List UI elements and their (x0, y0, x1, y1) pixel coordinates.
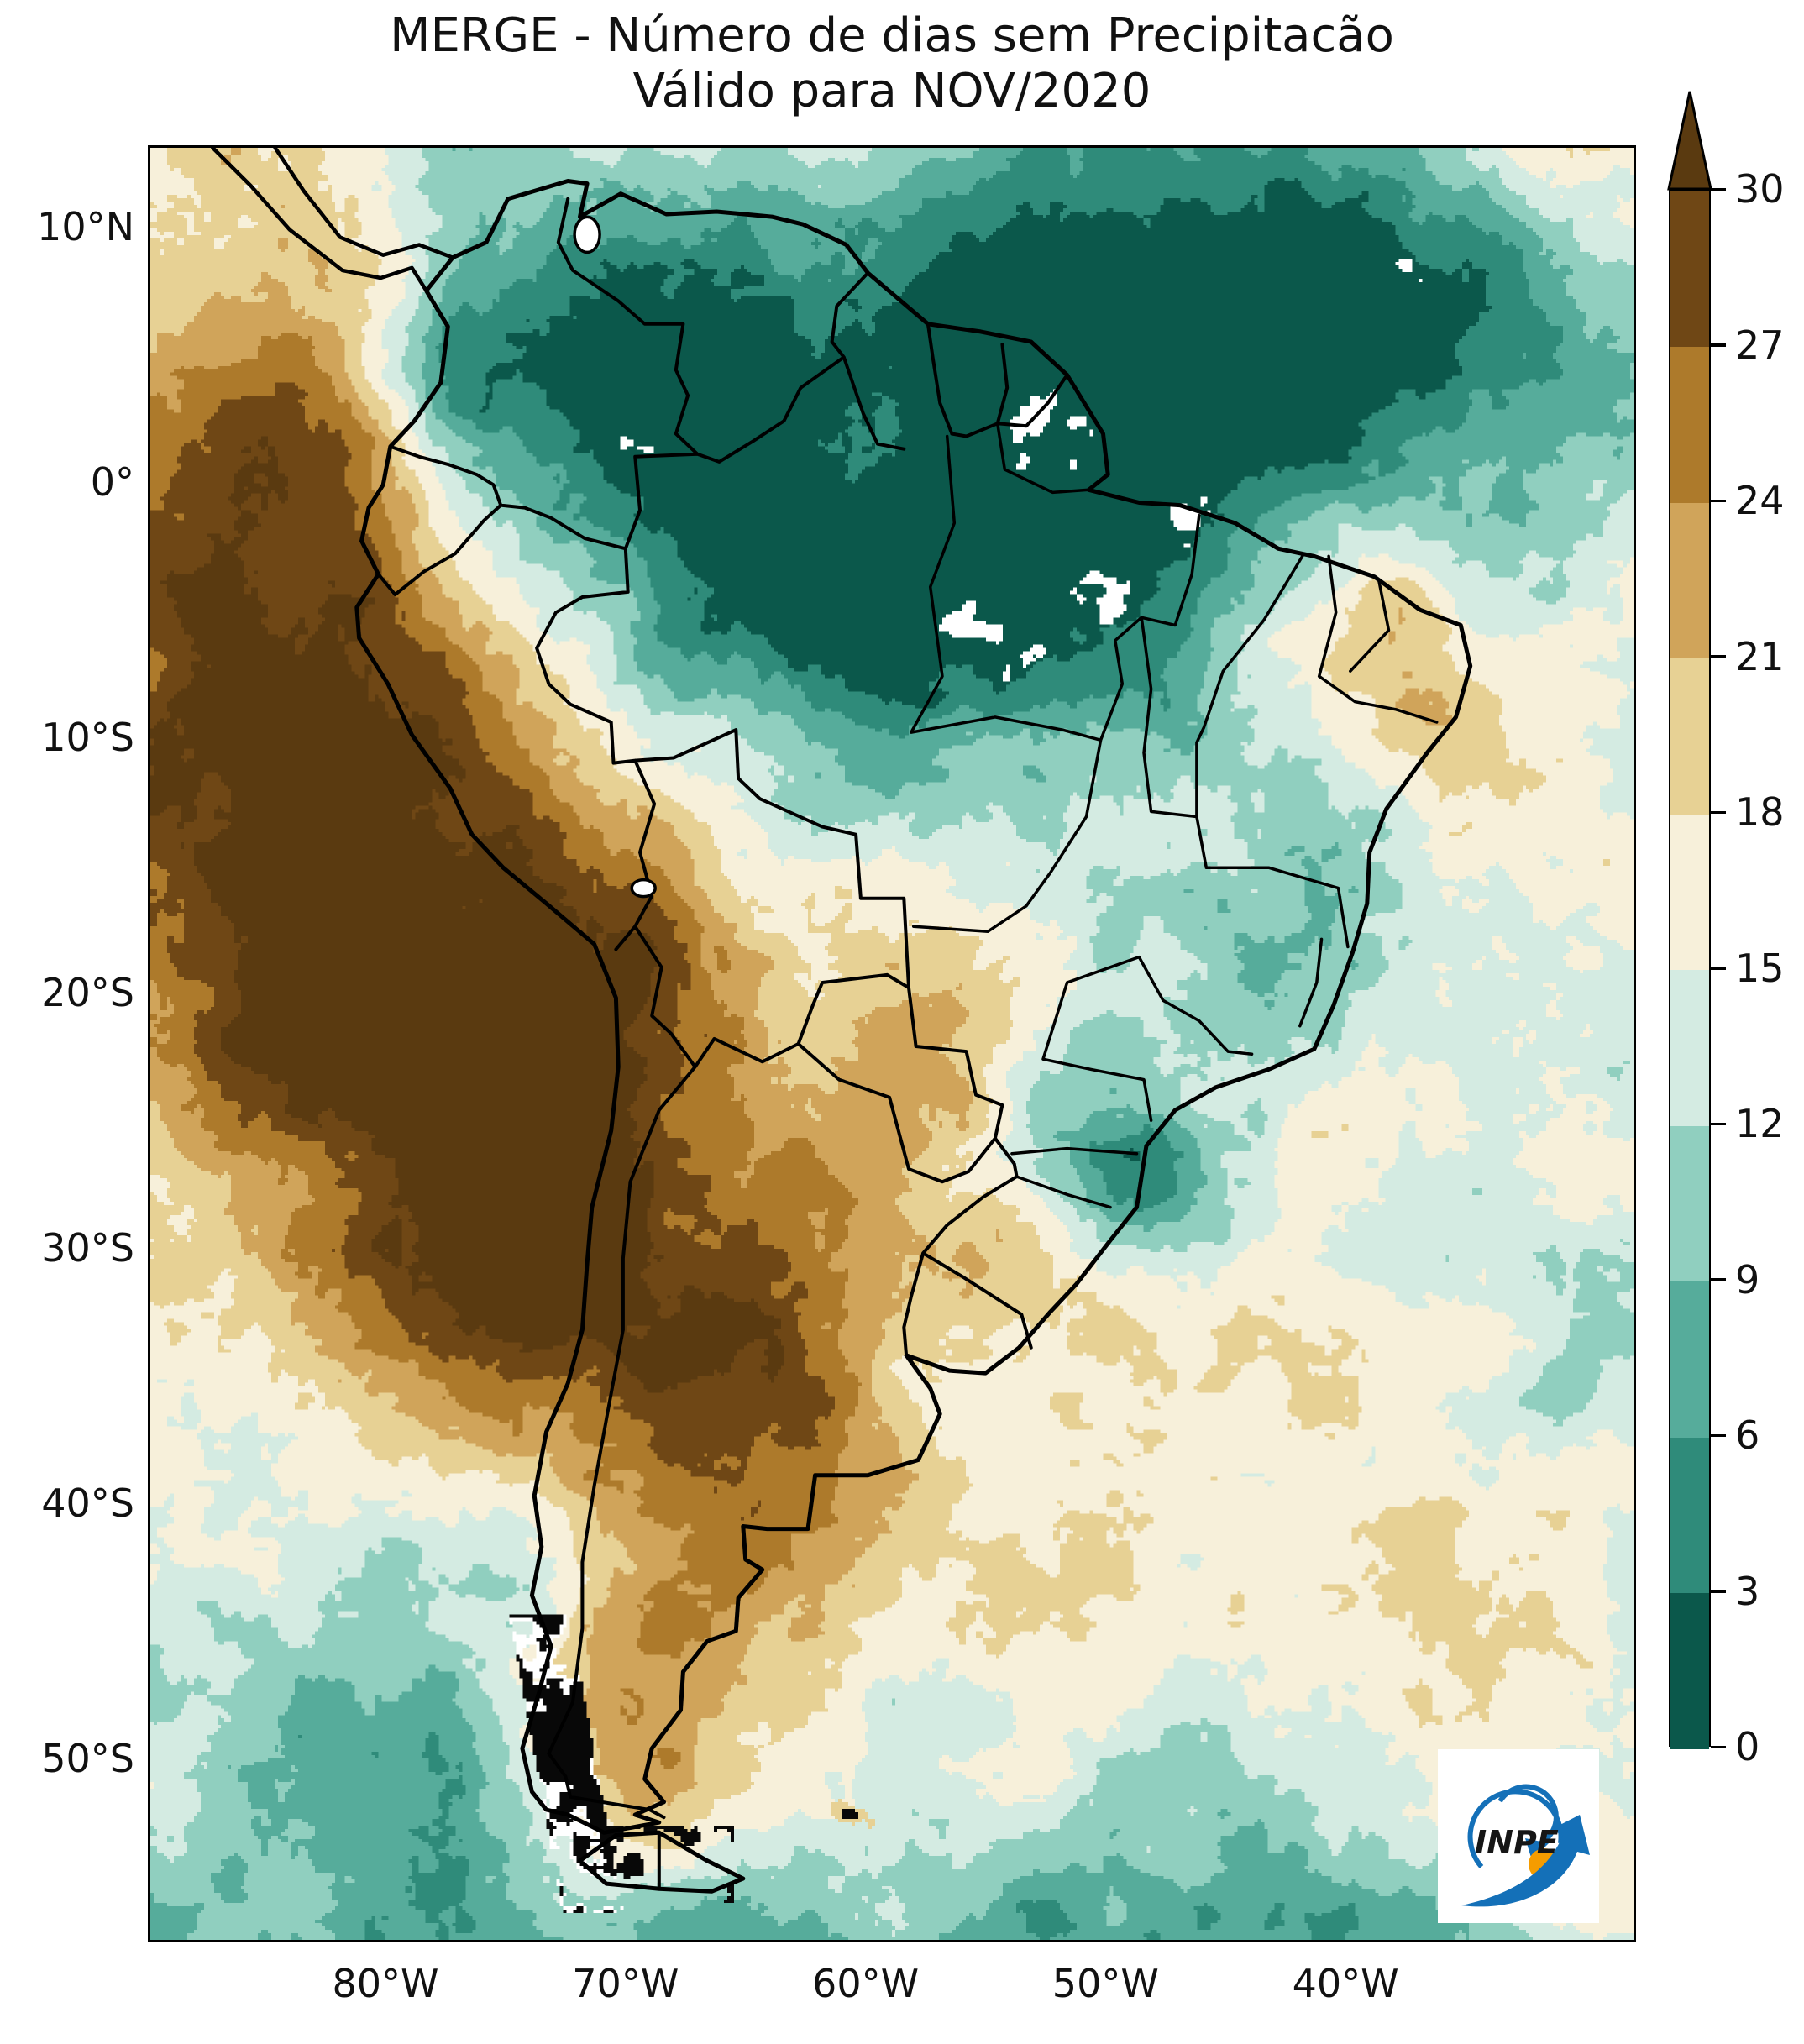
colorbar-segment (1670, 969, 1709, 1126)
colorbar-segment (1670, 1125, 1709, 1282)
lon-tick-label: 70°W (572, 1961, 679, 2006)
colorbar-tick-mark (1711, 187, 1726, 191)
lat-tick-label: 30°S (41, 1225, 134, 1271)
figure-title: MERGE - Número de dias sem Precipitacão … (148, 8, 1636, 119)
colorbar-tick-mark (1711, 1590, 1726, 1593)
central-america-coastline (211, 148, 455, 293)
lat-tick-label: 10°N (37, 204, 134, 250)
colorbar-segment (1670, 502, 1709, 659)
colorbar-segment (1670, 1592, 1709, 1749)
inpe-logo-text: INPE (1475, 1824, 1559, 1861)
inpe-logo-graphic: INPE (1461, 1784, 1590, 1907)
colorbar-arrow-shape (1667, 91, 1712, 191)
lake-titicaca (630, 878, 657, 899)
colorbar-tick-mark (1711, 1433, 1726, 1437)
inpe-logo-swoosh-arrow (1461, 1815, 1590, 1907)
colorbar-segment (1670, 814, 1709, 971)
lon-tick-label: 50°W (1051, 1961, 1159, 2006)
colorbar-tick-mark (1711, 1278, 1726, 1281)
colorbar-extend-arrow (1667, 91, 1712, 191)
colorbar-tick-label: 0 (1735, 1724, 1760, 1769)
colorbar-tick-mark (1711, 1745, 1726, 1748)
colorbar-tick-label: 9 (1735, 1256, 1760, 1302)
lon-tick-label: 60°W (812, 1961, 920, 2006)
map-panel: INPE (148, 145, 1636, 1942)
colorbar-tick-label: 30 (1735, 166, 1785, 212)
colorbar-tick-label: 15 (1735, 945, 1785, 991)
colorbar-segment (1670, 1281, 1709, 1438)
colorbar-tick-label: 6 (1735, 1412, 1760, 1458)
colorbar-segment (1670, 346, 1709, 503)
colorbar-tick-mark (1711, 967, 1726, 970)
colorbar-segment (1670, 191, 1709, 348)
lon-tick-label: 40°W (1292, 1961, 1399, 2006)
inpe-logo-spiral-arrowhead (1525, 1838, 1549, 1860)
lat-tick-label: 0° (90, 459, 134, 506)
lat-tick-label: 20°S (41, 970, 134, 1016)
inpe-logo-inner-spiral (1497, 1784, 1559, 1847)
colorbar-tick-label: 21 (1735, 633, 1785, 679)
colorbar-tick-label: 18 (1735, 789, 1785, 835)
colorbar-tick-label: 12 (1735, 1101, 1785, 1146)
colorbar-tick-label: 24 (1735, 478, 1785, 523)
lat-tick-label: 50°S (41, 1736, 134, 1782)
title-line-1: MERGE - Número de dias sem Precipitacão (390, 8, 1394, 63)
colorbar-tick-mark (1711, 810, 1726, 814)
lat-tick-label: 10°S (41, 715, 134, 761)
inpe-logo: INPE (1438, 1749, 1599, 1923)
lon-tick-label: 80°W (332, 1961, 439, 2006)
title-line-2: Válido para NOV/2020 (632, 64, 1151, 119)
colorbar-tick-mark (1711, 1122, 1726, 1125)
colorbar-segment (1670, 1437, 1709, 1594)
lake-maracaibo (573, 215, 601, 254)
colorbar-segment (1670, 658, 1709, 815)
south-america-coastline (354, 179, 1473, 1894)
brazil-state-borders (910, 422, 1439, 1209)
colorbar (1669, 189, 1711, 1749)
national-borders (376, 197, 1069, 1891)
colorbar-tick-mark (1711, 655, 1726, 658)
colorbar-tick-mark (1711, 343, 1726, 347)
country-borders-overlay (211, 148, 1473, 1894)
lat-tick-label: 40°S (41, 1481, 134, 1527)
colorbar-tick-label: 3 (1735, 1568, 1760, 1614)
colorbar-tick-label: 27 (1735, 322, 1785, 368)
colorbar-tick-mark (1711, 499, 1726, 502)
